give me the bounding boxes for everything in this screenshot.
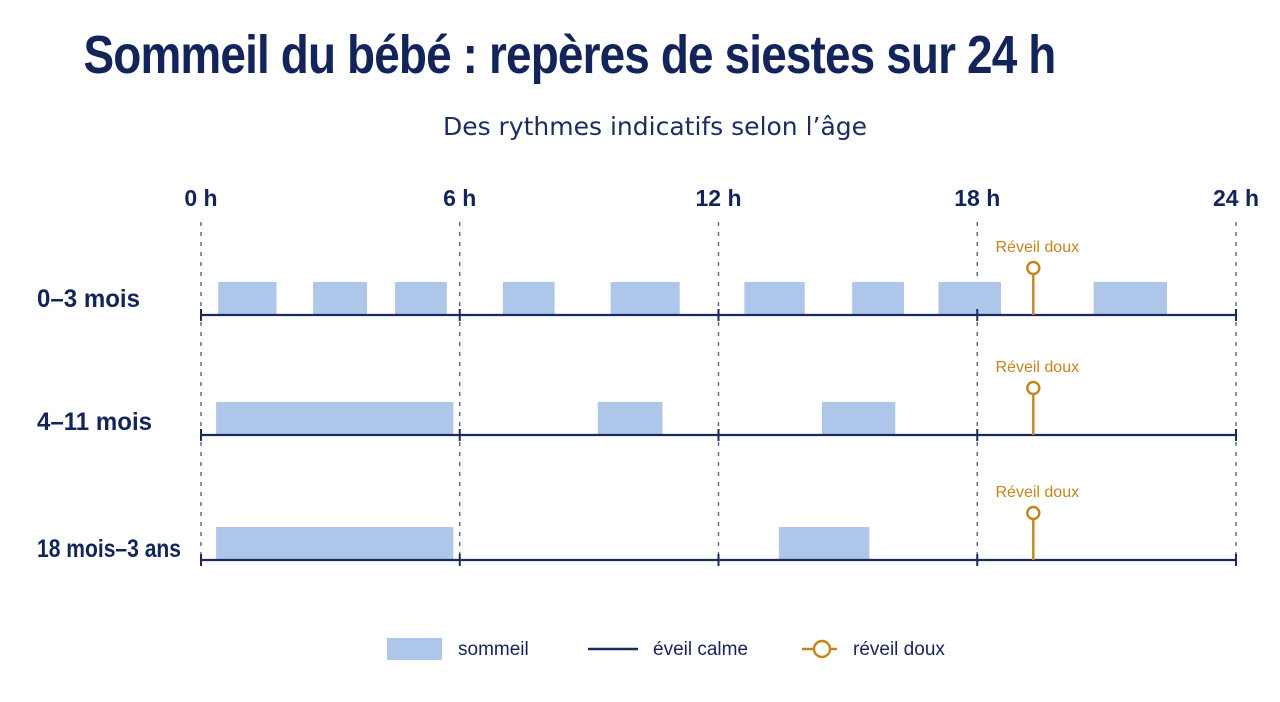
legend-sleep-label: sommeil	[458, 639, 529, 660]
row-label: 0–3 mois	[37, 285, 140, 313]
sleep-bar-row2-1	[778, 527, 870, 559]
sleep-bar-row0-5	[744, 282, 805, 314]
sleep-bar-row0-1	[313, 282, 368, 314]
sleep-bar-row1-0	[216, 402, 454, 434]
wake-marker-circle	[1026, 505, 1041, 521]
sleep-bar-row0-7	[938, 282, 1001, 314]
sleep-bar-row0-3	[502, 282, 555, 314]
wake-marker-label: Réveil doux	[996, 484, 1080, 501]
wake-marker-label: Réveil doux	[996, 359, 1080, 376]
chart-title: Sommeil du bébé : repères de siestes sur…	[83, 25, 1057, 85]
sleep-bar-row0-4	[610, 282, 680, 314]
legend-wake-circle	[812, 639, 832, 659]
sleep-bar-row1-1	[597, 402, 663, 434]
row-label: 18 mois–3 ans	[37, 535, 181, 563]
legend-sleep-swatch	[387, 638, 442, 660]
wake-marker-label: Réveil doux	[996, 239, 1080, 256]
wake-marker-circle	[1026, 380, 1041, 396]
wake-marker-circle	[1026, 260, 1041, 276]
chart-subtitle: Des rythmes indicatifs selon l’âge	[442, 112, 868, 141]
row-label: 4–11 mois	[37, 408, 152, 436]
sleep-bar-row0-8	[1093, 282, 1167, 314]
x-tick-label: 0 h	[184, 185, 217, 211]
sleep-bar-row0-0	[218, 282, 277, 314]
x-tick-label: 12 h	[695, 185, 741, 211]
sleep-bar-row0-2	[395, 282, 447, 314]
x-tick-label: 18 h	[954, 185, 1000, 211]
sleep-bar-row1-2	[822, 402, 896, 434]
legend-wake-label: réveil doux	[853, 639, 945, 660]
sleep-bar-row2-0	[216, 527, 454, 559]
sleep-bar-row0-6	[852, 282, 904, 314]
legend-calm-label: éveil calme	[653, 639, 748, 660]
x-tick-label: 24 h	[1213, 185, 1259, 211]
x-tick-label: 6 h	[443, 185, 476, 211]
